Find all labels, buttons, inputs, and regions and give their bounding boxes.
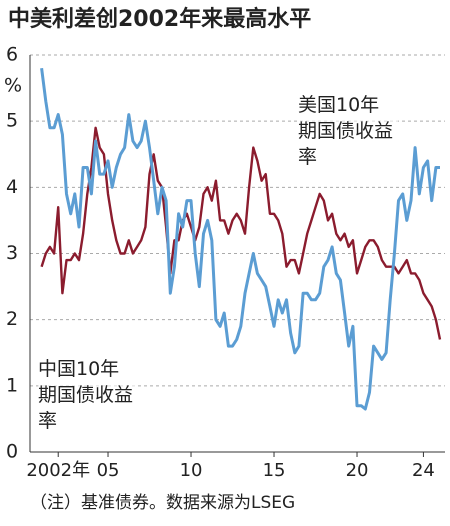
x-tick-label: 10 <box>180 460 203 481</box>
legend-cn: 中国10年期国债收益率 <box>38 356 138 434</box>
y-axis-label: % <box>4 75 22 97</box>
chart-title: 中美利差创2002年来最高水平 <box>8 6 311 32</box>
x-tick-label: 2002年 <box>26 460 90 481</box>
y-tick-label: 5 <box>6 110 18 132</box>
x-tick-label: 20 <box>346 460 369 481</box>
x-tick-label: 15 <box>263 460 286 481</box>
y-tick-label: 0 <box>6 441 18 463</box>
y-tick-label: 2 <box>6 308 18 330</box>
legend-us: 美国10年期国债收益率 <box>298 92 398 170</box>
series-line <box>40 126 442 340</box>
x-tick-label: 05 <box>97 460 120 481</box>
note: （注）基准债券。数据来源为LSEG <box>30 493 295 513</box>
y-tick-label: 3 <box>6 242 18 264</box>
y-tick-label: 6 <box>6 44 18 66</box>
x-tick-label: 24 <box>412 460 435 481</box>
y-tick-label: 1 <box>6 374 18 396</box>
y-tick-label: 4 <box>6 176 18 198</box>
series-line <box>40 68 440 411</box>
